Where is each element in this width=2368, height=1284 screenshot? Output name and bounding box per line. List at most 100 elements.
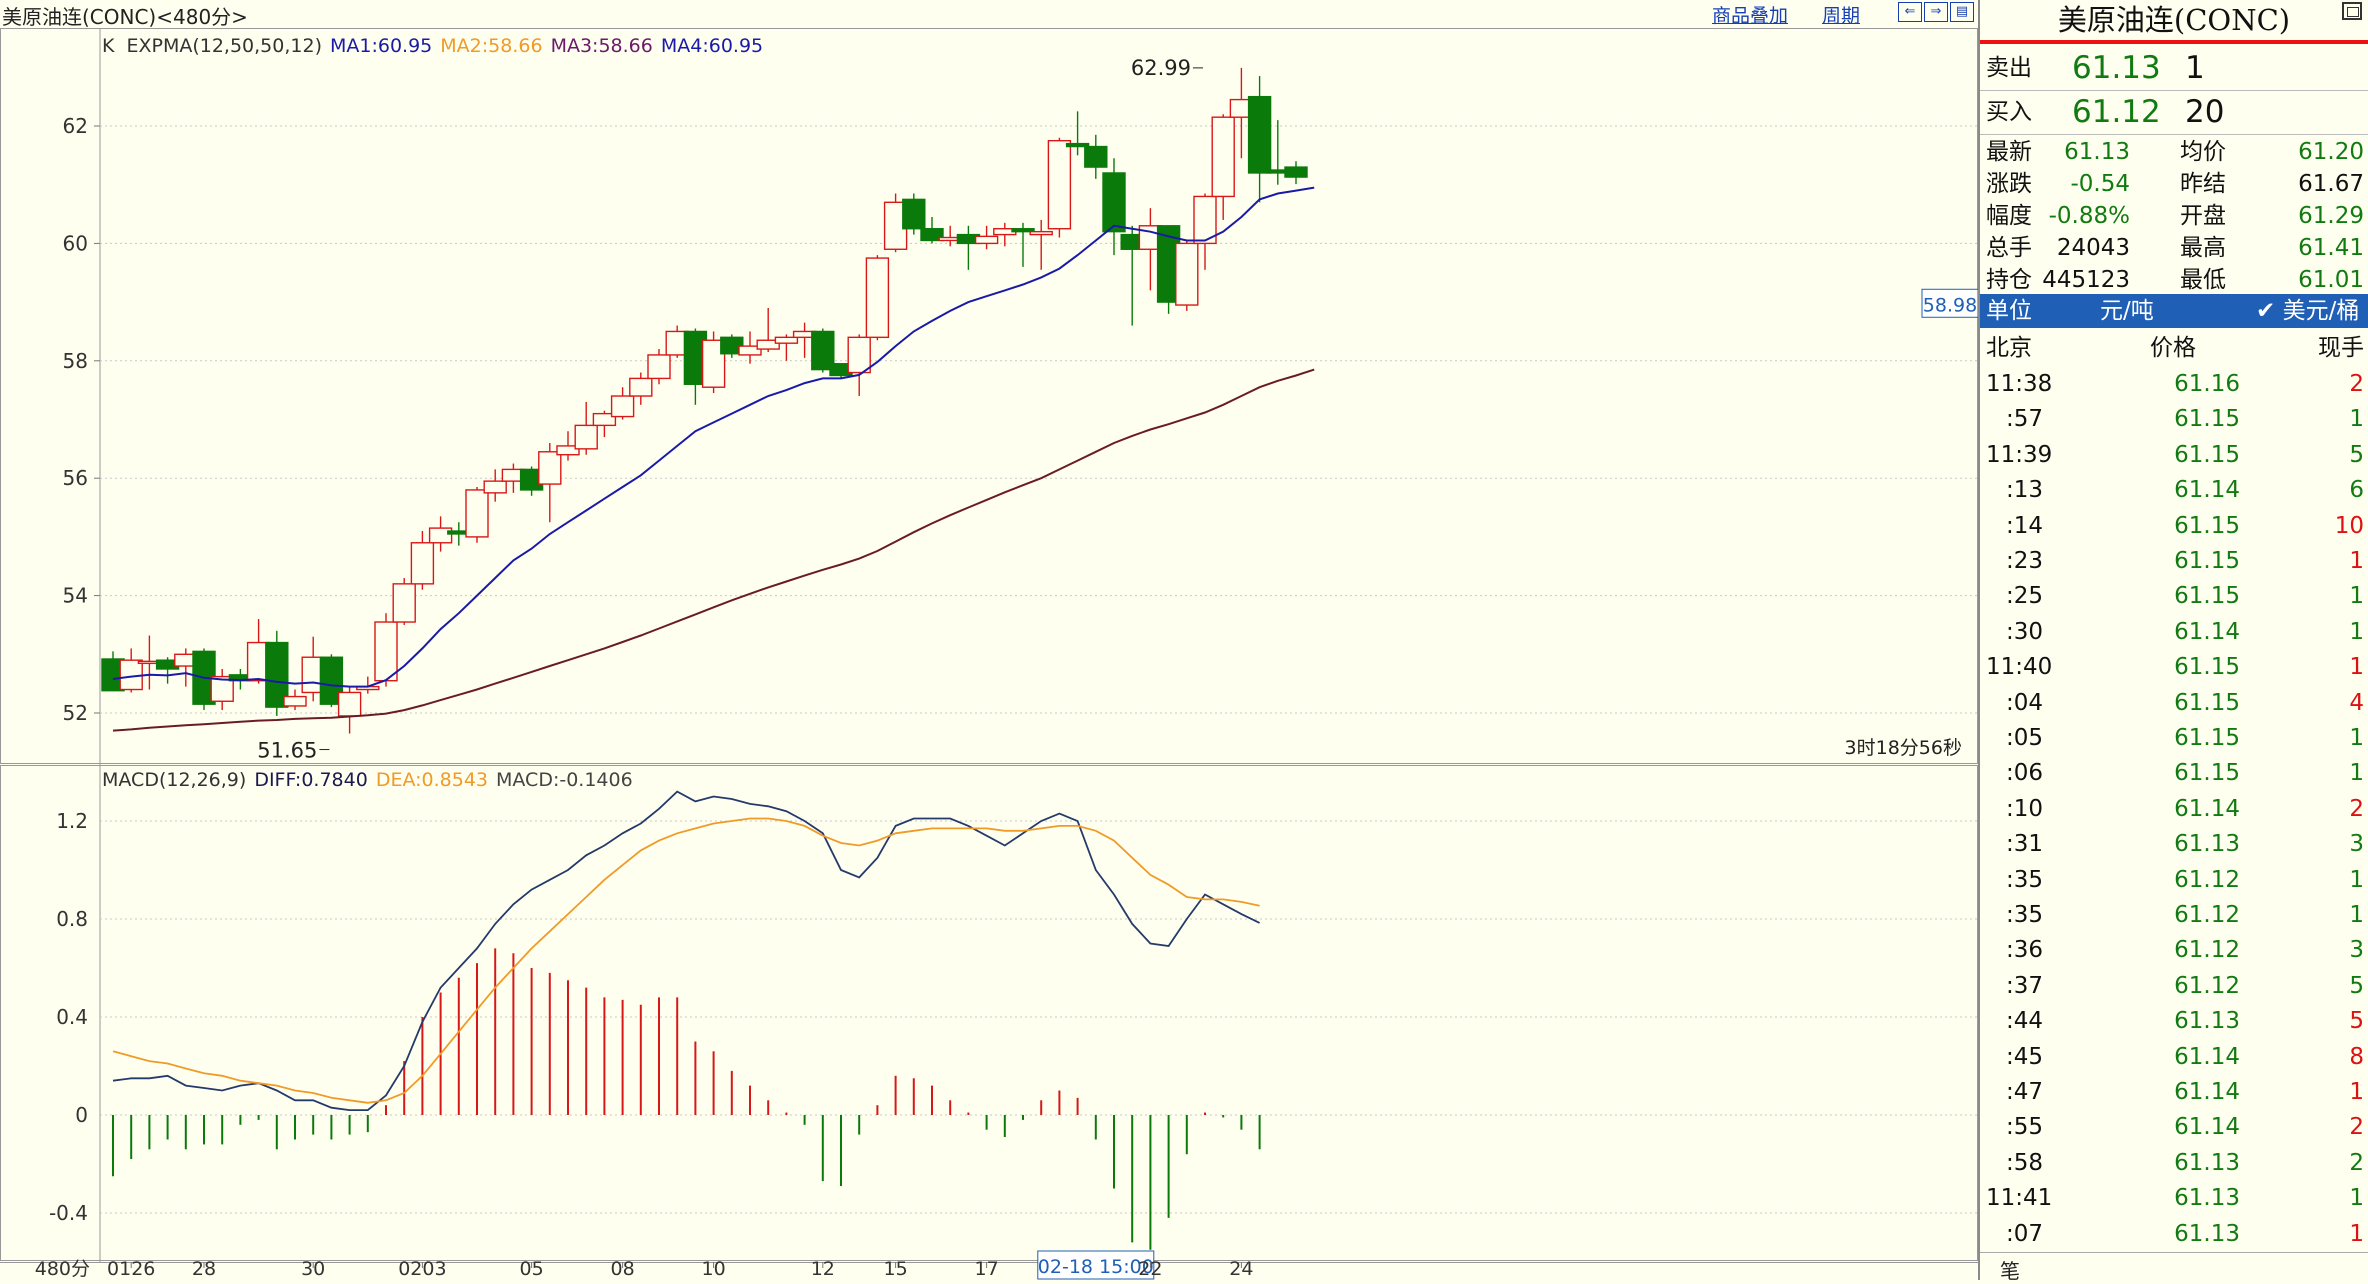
candle [1011,222,1035,267]
tick-time: 11:38 [1986,371,2053,397]
candle [701,331,726,394]
unit-cny-option[interactable]: 元/吨 [2100,298,2154,324]
tick-price: 61.15 [2174,654,2240,681]
tick-row[interactable]: 11:39 61.15 5 [1980,439,2368,471]
y-tick-label: 54 [63,584,88,608]
x-tick-label: 24 [1229,1258,1253,1280]
tick-row[interactable]: :23 61.15 1 [1980,545,2368,577]
tick-row[interactable]: :04 61.15 4 [1980,687,2368,719]
tick-price: 61.13 [2174,1185,2240,1212]
tick-row[interactable]: :05 61.15 1 [1980,722,2368,754]
tick-row[interactable]: :10 61.14 2 [1980,793,2368,825]
sell-row: 卖出 61.13 1 [1980,52,2368,84]
legend-prefix: K [102,35,115,57]
tick-time: :44 [2006,1008,2044,1035]
stat-value: 24043 [2056,235,2130,261]
macd-legend: MACD(12,26,9) DIFF:0.7840 DEA:0.8543 MACD:-… [102,769,633,791]
candle [319,654,344,708]
stat-value: -0.88% [2048,203,2130,229]
candle-body-up [1193,195,1217,245]
tick-qty: 1 [2349,725,2364,751]
tick-row[interactable]: :13 61.14 6 [1980,474,2368,506]
tick-price: 61.15 [2174,406,2240,433]
prev-icon[interactable]: ⇐ [1898,2,1922,22]
candle-body-up [647,354,671,380]
x-highlight-box [1037,1250,1155,1280]
tick-row[interactable]: :30 61.14 1 [1980,616,2368,648]
candle [119,648,143,693]
tick-row[interactable]: :44 61.13 5 [1980,1005,2368,1037]
candle-body-down [920,228,944,242]
tick-row[interactable]: :35 61.12 1 [1980,899,2368,931]
candle-body-down [319,656,344,705]
buy-label: 买入 [1986,99,2032,125]
period-button[interactable]: 周期 [1822,5,1861,27]
tick-row[interactable]: 11:40 61.15 1 [1980,651,2368,683]
candle-body-up [847,336,871,374]
tick-qty: 1 [2349,654,2364,681]
tick-row[interactable]: :36 61.12 3 [1980,934,2368,966]
candle-body-up [774,336,799,344]
macd-y-tick-label: -0.4 [49,1201,88,1225]
tick-qty: 1 [2349,1220,2364,1247]
stat-row: 涨跌 -0.54 昨结 61.67 [1980,168,2368,200]
candle-body-up [1211,116,1235,198]
tick-time: :57 [2006,406,2044,433]
buy-qty: 20 [2185,94,2225,130]
overlay-button[interactable]: 商品叠加 [1712,5,1789,27]
legend-item: MA1:60.95 [330,35,432,57]
quote-title: 美原油连(CONC) [2057,3,2291,37]
layout-icon[interactable]: ▤ [1950,2,1974,22]
tick-row[interactable]: :45 61.14 8 [1980,1041,2368,1073]
y-tick-label: 52 [63,701,88,725]
candle-body-up [374,621,398,682]
tick-row[interactable]: 11:38 61.16 2 [1980,368,2368,400]
stat-label: 最高 [2180,235,2226,261]
sell-qty: 1 [2185,50,2205,86]
tick-qty: 5 [2349,1008,2364,1035]
next-icon[interactable]: ⇒ [1924,2,1948,22]
tick-row[interactable]: :06 61.15 1 [1980,757,2368,789]
tick-price: 61.15 [2174,583,2240,610]
candle-body-down [1065,142,1090,148]
tick-qty: 10 [2334,512,2364,539]
tick-row[interactable]: :47 61.14 1 [1980,1076,2368,1108]
sidebar-footer: 笔 [1980,1252,2368,1283]
tick-row[interactable]: :31 61.13 3 [1980,828,2368,860]
tick-time: :37 [2006,972,2044,999]
window-icon[interactable] [2342,2,2362,20]
window-title: 美原油连(CONC)<480分> [2,5,248,29]
tick-time: :58 [2006,1149,2044,1176]
tick-row[interactable]: :58 61.13 2 [1980,1147,2368,1179]
ema-fast-line [112,186,1315,688]
tick-time: :10 [2006,795,2044,822]
divider [1980,90,2368,91]
candle [410,531,435,590]
macd-panel-frame [0,765,1978,1261]
tick-row[interactable]: :57 61.15 1 [1980,403,2368,435]
tick-row[interactable]: :55 61.14 2 [1980,1111,2368,1143]
tick-row[interactable]: :07 61.13 1 [1980,1218,2368,1250]
tick-row[interactable]: 11:41 61.13 1 [1980,1182,2368,1214]
candle [1175,240,1199,311]
stat-label: 最低 [2180,267,2226,293]
x-tick-label: 30 [301,1258,325,1280]
tick-row[interactable]: :35 61.12 1 [1980,864,2368,896]
tick-qty: 4 [2349,689,2364,716]
nav-icons[interactable]: ⇐ ⇒ ▤ [1898,2,1976,22]
tick-qty: 1 [2349,760,2364,787]
candle-body-up [210,675,234,702]
unit-usd-option[interactable]: ✔ 美元/桶 [2256,298,2360,324]
tick-qty: 3 [2349,831,2364,858]
tick-time: :55 [2006,1114,2044,1141]
footer-tab[interactable]: 笔 [2000,1259,2020,1283]
stat-value: 445123 [2042,267,2130,293]
tick-price: 61.15 [2174,512,2240,539]
chart-area[interactable]: 52 54 56 58 60 62 -0.4 0 0.4 0.8 1.2 62.99 51.65 58.9… [0,0,1978,1280]
unit-bar[interactable]: 单位 元/吨 ✔ 美元/桶 [1980,294,2368,328]
tick-row[interactable]: :14 61.15 10 [1980,510,2368,542]
tick-row[interactable]: :37 61.12 5 [1980,970,2368,1002]
stat-value: -0.54 [2070,171,2130,197]
tick-price: 61.12 [2174,866,2240,893]
tick-row[interactable]: :25 61.15 1 [1980,580,2368,612]
